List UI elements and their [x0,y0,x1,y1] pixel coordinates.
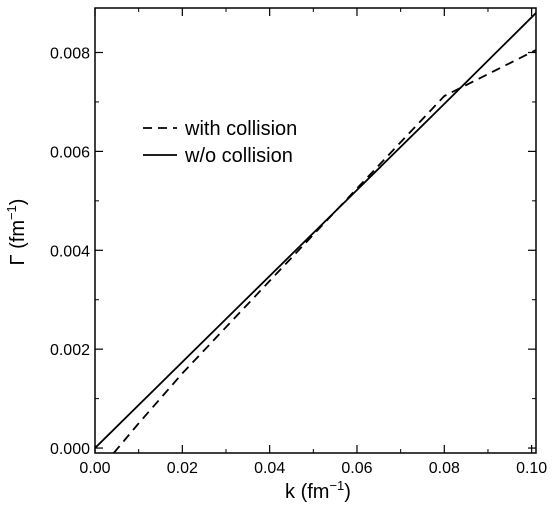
y-tick-label: 0.006 [50,144,90,161]
legend-label-with-collision: with collision [184,118,297,140]
plot-frame [94,7,537,454]
legend-label-wo-collision: w/o collision [184,145,293,167]
x-tick-label: 0.10 [516,460,547,477]
x-tick-label: 0.04 [254,460,285,477]
x-tick-label: 0.06 [341,460,372,477]
y-axis-label: Γ (fm−1) [4,199,29,266]
series-layer [94,12,537,454]
x-tick-label: 0.02 [167,460,198,477]
series-line-w-o-collision [94,12,537,449]
x-tick-label: 0.08 [429,460,460,477]
ticks-layer: 0.00 0.02 0.04 0.06 0.08 0.10 0.000 0.002 0.004 0… [50,8,547,477]
y-tick-label: 0.000 [50,441,90,458]
y-tick-label: 0.008 [50,46,90,63]
y-tick-label: 0.002 [50,342,90,359]
x-axis-label: k (fm−1) [285,478,351,503]
x-tick-label: 0.00 [79,460,110,477]
legend: with collision w/o collision [143,118,297,167]
series-line-with-collision [113,49,537,454]
y-tick-label: 0.004 [50,243,90,260]
